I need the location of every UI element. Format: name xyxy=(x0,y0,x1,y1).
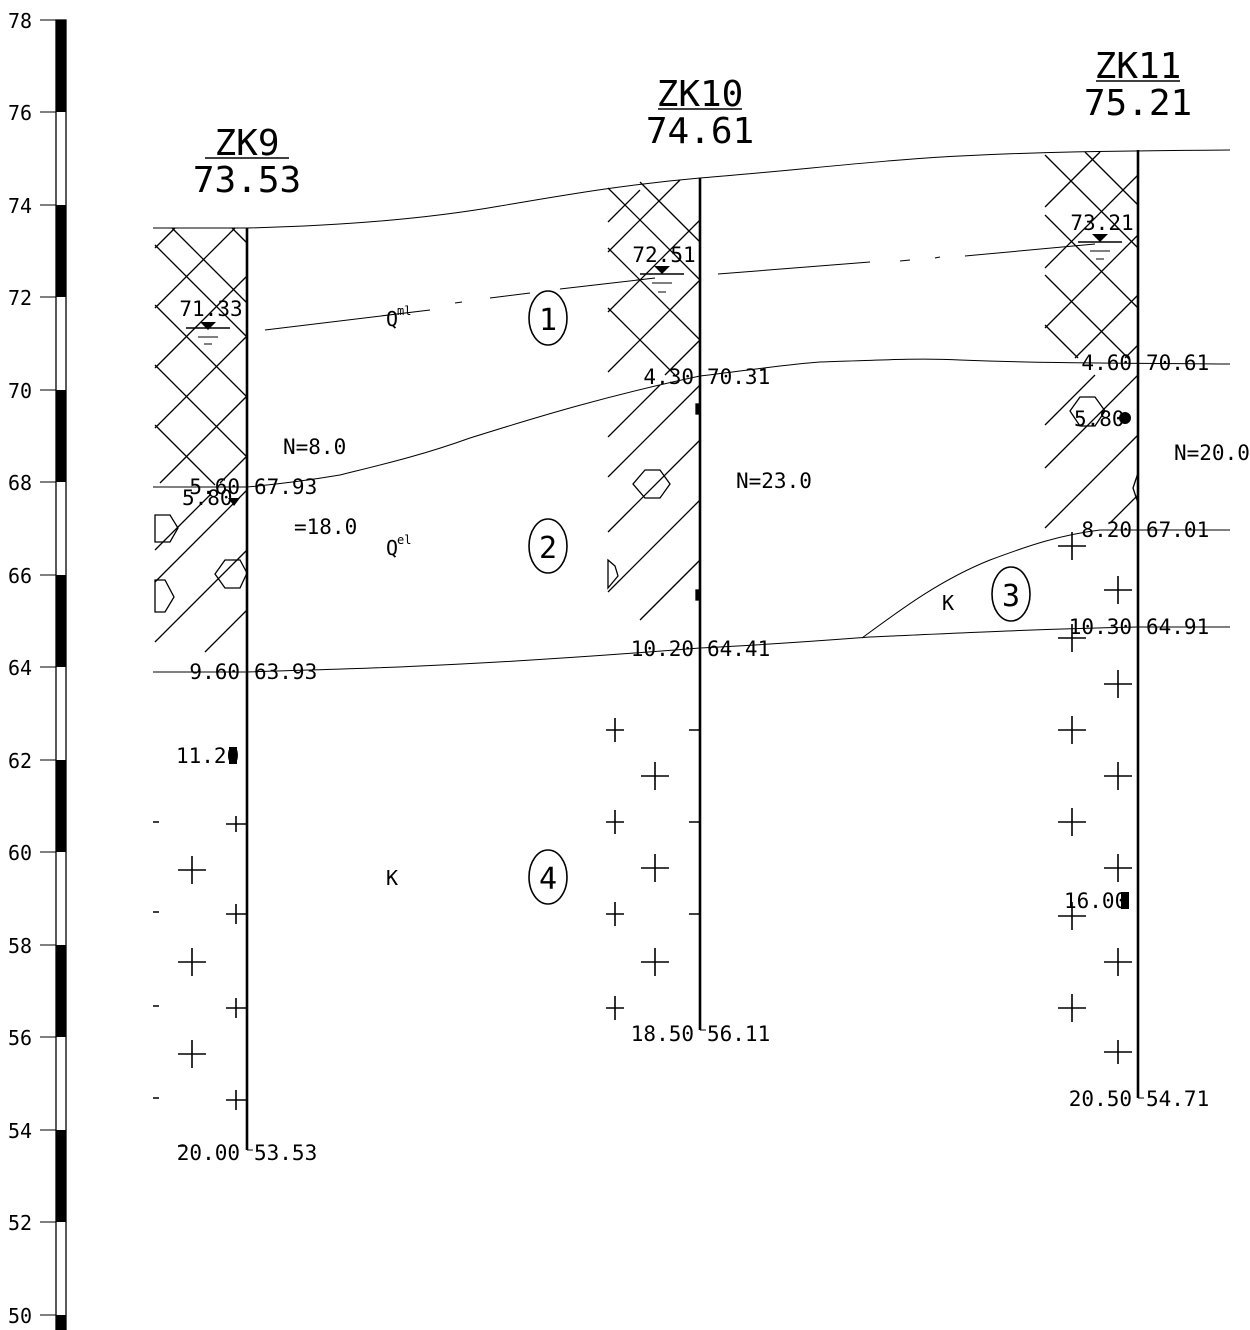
stratum-number: 2 xyxy=(539,531,557,566)
zk10-layer-depth: 18.50 xyxy=(631,1022,694,1046)
zk10-layer-elevation: 56.11 xyxy=(707,1022,770,1046)
borehole-zk11-id: ZK11 xyxy=(1095,46,1182,87)
boundary-2-3 xyxy=(861,529,1230,639)
fill-hatch xyxy=(154,227,248,486)
zk9-layer-depth: 20.00 xyxy=(177,1141,240,1165)
scale-band xyxy=(56,760,66,852)
borehole-zk9-elevation: 73.53 xyxy=(193,160,301,201)
zk9-water-level: 71.33 xyxy=(179,297,242,321)
scale-tick-label: 74 xyxy=(8,194,32,218)
scale-tick-label: 64 xyxy=(8,656,32,680)
scale-band xyxy=(56,205,66,297)
scale-tick-label: 78 xyxy=(8,9,32,33)
zk10-layer-depth: 4.30 xyxy=(643,365,694,389)
stratum-code-sup: el xyxy=(397,533,411,547)
zk9-layer-elevation: 67.93 xyxy=(254,475,317,499)
zk10-water-level: 72.51 xyxy=(632,243,695,267)
zk11-layer-depth: 20.50 xyxy=(1069,1087,1132,1111)
scale-tick-label: 50 xyxy=(8,1304,32,1328)
scale-tick-label: 56 xyxy=(8,1026,32,1050)
water-levels: 71.33 72.51 73.21 xyxy=(179,211,1134,345)
granite-symbols xyxy=(153,532,1132,1147)
water-table xyxy=(717,243,1096,275)
zk11-layer-elevation: 70.61 xyxy=(1146,351,1209,375)
stratum-code: Q xyxy=(386,536,398,560)
fill-hatch xyxy=(607,179,701,376)
fill-hatch xyxy=(1044,151,1139,361)
borehole-zk10-elevation: 74.61 xyxy=(646,111,754,152)
scale-tick-label: 70 xyxy=(8,379,32,403)
residual-hatch xyxy=(1044,374,1139,529)
water-table xyxy=(264,277,656,331)
zk11-layer-depth: 10.30 xyxy=(1069,615,1132,639)
zk9-layer-elevation: 63.93 xyxy=(254,660,317,684)
scale-tick-label: 52 xyxy=(8,1211,32,1235)
scale-tick-label: 58 xyxy=(8,934,32,958)
borehole-zk9-id: ZK9 xyxy=(214,123,279,164)
sample-markers: 5.80 11.20 5.80 16.00 xyxy=(176,407,1131,913)
zk11-layer-depth: 8.20 xyxy=(1081,518,1132,542)
spt-label: N=8.0 xyxy=(283,435,346,459)
ground-surface xyxy=(153,149,1231,229)
zk9-layer-depth: 5.60 xyxy=(189,475,240,499)
zk9-sample-depth: 5.80 xyxy=(182,486,233,510)
residual-hatch xyxy=(607,384,701,621)
scale-tick-label: 62 xyxy=(8,749,32,773)
residual-hatch xyxy=(154,489,248,653)
spt-label: N=23.0 xyxy=(736,469,812,493)
stratum-code: Q xyxy=(386,307,398,331)
zk9-layer-depth: 9.60 xyxy=(189,660,240,684)
stratum-code: K xyxy=(942,591,954,615)
zk10-layer-elevation: 64.41 xyxy=(707,637,770,661)
borehole-titles: ZK9 73.53 ZK10 74.61 ZK11 75.21 xyxy=(193,46,1192,201)
zk10-layer-depth: 10.20 xyxy=(631,637,694,661)
stratum-code: K xyxy=(386,866,398,890)
spt-values: N=8.0 =18.0 N=23.0 N=20.0 xyxy=(283,435,1250,539)
scale-tick-label: 60 xyxy=(8,841,32,865)
layer-labels: 5.60 67.93 9.60 63.93 20.00 53.53 4.30 7… xyxy=(177,351,1209,1165)
scale-tick-label: 66 xyxy=(8,564,32,588)
scale-band xyxy=(56,20,66,112)
scale-band xyxy=(56,1315,66,1330)
borehole-zk10-id: ZK10 xyxy=(657,74,744,115)
zk11-layer-elevation: 64.91 xyxy=(1146,615,1209,639)
scale-band xyxy=(56,575,66,667)
scale-tick-label: 54 xyxy=(8,1119,32,1143)
scale-band xyxy=(56,945,66,1037)
scale-tick-label: 68 xyxy=(8,471,32,495)
elevation-scale: 78 76 74 72 70 68 66 64 62 60 58 56 54 5… xyxy=(8,9,67,1330)
stratum-number: 3 xyxy=(1002,579,1020,614)
stratum-labels: 1 Q ml 2 Q el 3 K 4 K xyxy=(386,290,1031,905)
scale-band xyxy=(56,1130,66,1222)
stratum-code-sup: ml xyxy=(397,304,411,318)
zk9-sample-depth: 11.20 xyxy=(176,744,239,768)
zk11-sample-depth: 5.80 xyxy=(1074,407,1125,431)
zk11-layer-elevation: 67.01 xyxy=(1146,518,1209,542)
borehole-axes xyxy=(245,150,1144,1151)
spt-label: N=20.0 xyxy=(1174,441,1250,465)
zk11-water-level: 73.21 xyxy=(1070,211,1133,235)
scale-band xyxy=(56,390,66,482)
scale-tick-label: 76 xyxy=(8,101,32,125)
zk11-layer-elevation: 54.71 xyxy=(1146,1087,1209,1111)
borehole-zk11-elevation: 75.21 xyxy=(1084,83,1192,124)
zk10-layer-elevation: 70.31 xyxy=(707,365,770,389)
stratum-number: 4 xyxy=(539,862,557,897)
stratum-number: 1 xyxy=(539,303,557,338)
scale-tick-label: 72 xyxy=(8,286,32,310)
zk11-sample-depth: 16.00 xyxy=(1064,889,1127,913)
borehole-hatching xyxy=(154,151,1139,653)
zk9-layer-elevation: 53.53 xyxy=(254,1141,317,1165)
spt-label: =18.0 xyxy=(294,515,357,539)
zk11-layer-depth: 4.60 xyxy=(1081,351,1132,375)
